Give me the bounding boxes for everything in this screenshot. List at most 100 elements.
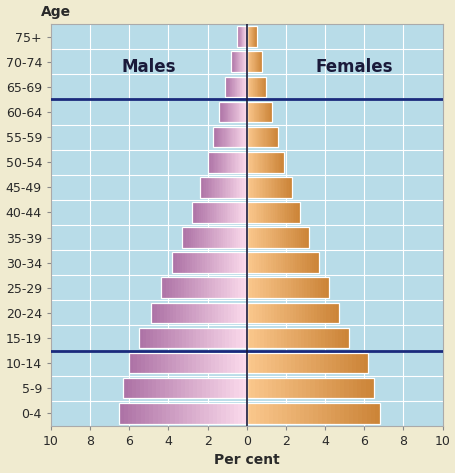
Bar — [227, 303, 230, 323]
Bar — [317, 328, 321, 348]
Bar — [339, 353, 343, 373]
Bar — [246, 253, 248, 273]
Bar — [192, 202, 193, 223]
Bar — [247, 52, 248, 72]
Bar — [277, 152, 278, 173]
Bar — [264, 77, 265, 97]
Bar — [164, 378, 168, 398]
Bar — [209, 378, 213, 398]
Bar — [290, 177, 291, 198]
Bar — [267, 102, 268, 123]
Bar — [288, 202, 290, 223]
Bar — [285, 177, 287, 198]
Bar — [297, 202, 299, 223]
Bar — [272, 127, 273, 148]
Bar — [250, 353, 254, 373]
Bar — [295, 403, 299, 424]
Bar — [269, 227, 271, 248]
Bar — [234, 152, 236, 173]
Bar — [304, 227, 307, 248]
Bar — [307, 328, 310, 348]
Bar — [228, 77, 229, 97]
Bar — [301, 278, 303, 298]
Bar — [255, 378, 259, 398]
Bar — [243, 303, 246, 323]
Bar — [241, 202, 243, 223]
Bar — [246, 77, 266, 97]
Bar — [241, 127, 242, 148]
Bar — [230, 127, 231, 148]
Bar — [218, 127, 220, 148]
Bar — [234, 77, 235, 97]
Bar — [239, 328, 243, 348]
Bar — [309, 278, 312, 298]
Bar — [272, 152, 273, 173]
Bar — [247, 77, 248, 97]
Bar — [228, 152, 229, 173]
Bar — [270, 102, 271, 123]
Bar — [246, 202, 299, 223]
Bar — [226, 177, 228, 198]
Bar — [189, 278, 192, 298]
Bar — [238, 52, 239, 72]
Bar — [245, 152, 246, 173]
Bar — [256, 77, 257, 97]
Bar — [222, 378, 226, 398]
Bar — [145, 403, 149, 424]
Bar — [253, 202, 255, 223]
Bar — [274, 127, 275, 148]
Bar — [182, 227, 246, 248]
Bar — [283, 328, 287, 348]
Bar — [177, 278, 180, 298]
Bar — [212, 177, 213, 198]
Bar — [275, 152, 276, 173]
Bar — [286, 227, 288, 248]
Bar — [258, 253, 261, 273]
Bar — [229, 253, 231, 273]
Bar — [235, 77, 236, 97]
Bar — [163, 278, 166, 298]
Bar — [207, 177, 209, 198]
Bar — [262, 303, 264, 323]
Bar — [237, 102, 238, 123]
Bar — [195, 202, 197, 223]
Bar — [222, 152, 223, 173]
Bar — [245, 52, 246, 72]
Bar — [237, 26, 246, 47]
Bar — [226, 378, 230, 398]
Bar — [243, 202, 244, 223]
Bar — [230, 202, 232, 223]
Bar — [344, 403, 348, 424]
Bar — [248, 202, 250, 223]
Bar — [242, 52, 243, 72]
Bar — [240, 177, 242, 198]
Bar — [231, 102, 232, 123]
Bar — [244, 102, 245, 123]
Bar — [167, 303, 170, 323]
Bar — [246, 403, 251, 424]
Bar — [197, 202, 199, 223]
Bar — [232, 52, 233, 72]
Bar — [205, 378, 209, 398]
Bar — [178, 328, 182, 348]
Bar — [140, 378, 144, 398]
Bar — [268, 303, 271, 323]
Bar — [202, 253, 204, 273]
Bar — [233, 202, 235, 223]
Bar — [202, 177, 204, 198]
Bar — [225, 102, 226, 123]
Bar — [214, 303, 217, 323]
Bar — [209, 177, 210, 198]
Bar — [211, 152, 212, 173]
Bar — [300, 227, 303, 248]
Bar — [250, 77, 251, 97]
Bar — [273, 278, 276, 298]
Bar — [269, 102, 270, 123]
Bar — [229, 102, 230, 123]
Bar — [257, 52, 258, 72]
Bar — [207, 152, 246, 173]
Bar — [189, 303, 192, 323]
Bar — [306, 278, 309, 298]
Bar — [263, 102, 264, 123]
Bar — [163, 303, 167, 323]
